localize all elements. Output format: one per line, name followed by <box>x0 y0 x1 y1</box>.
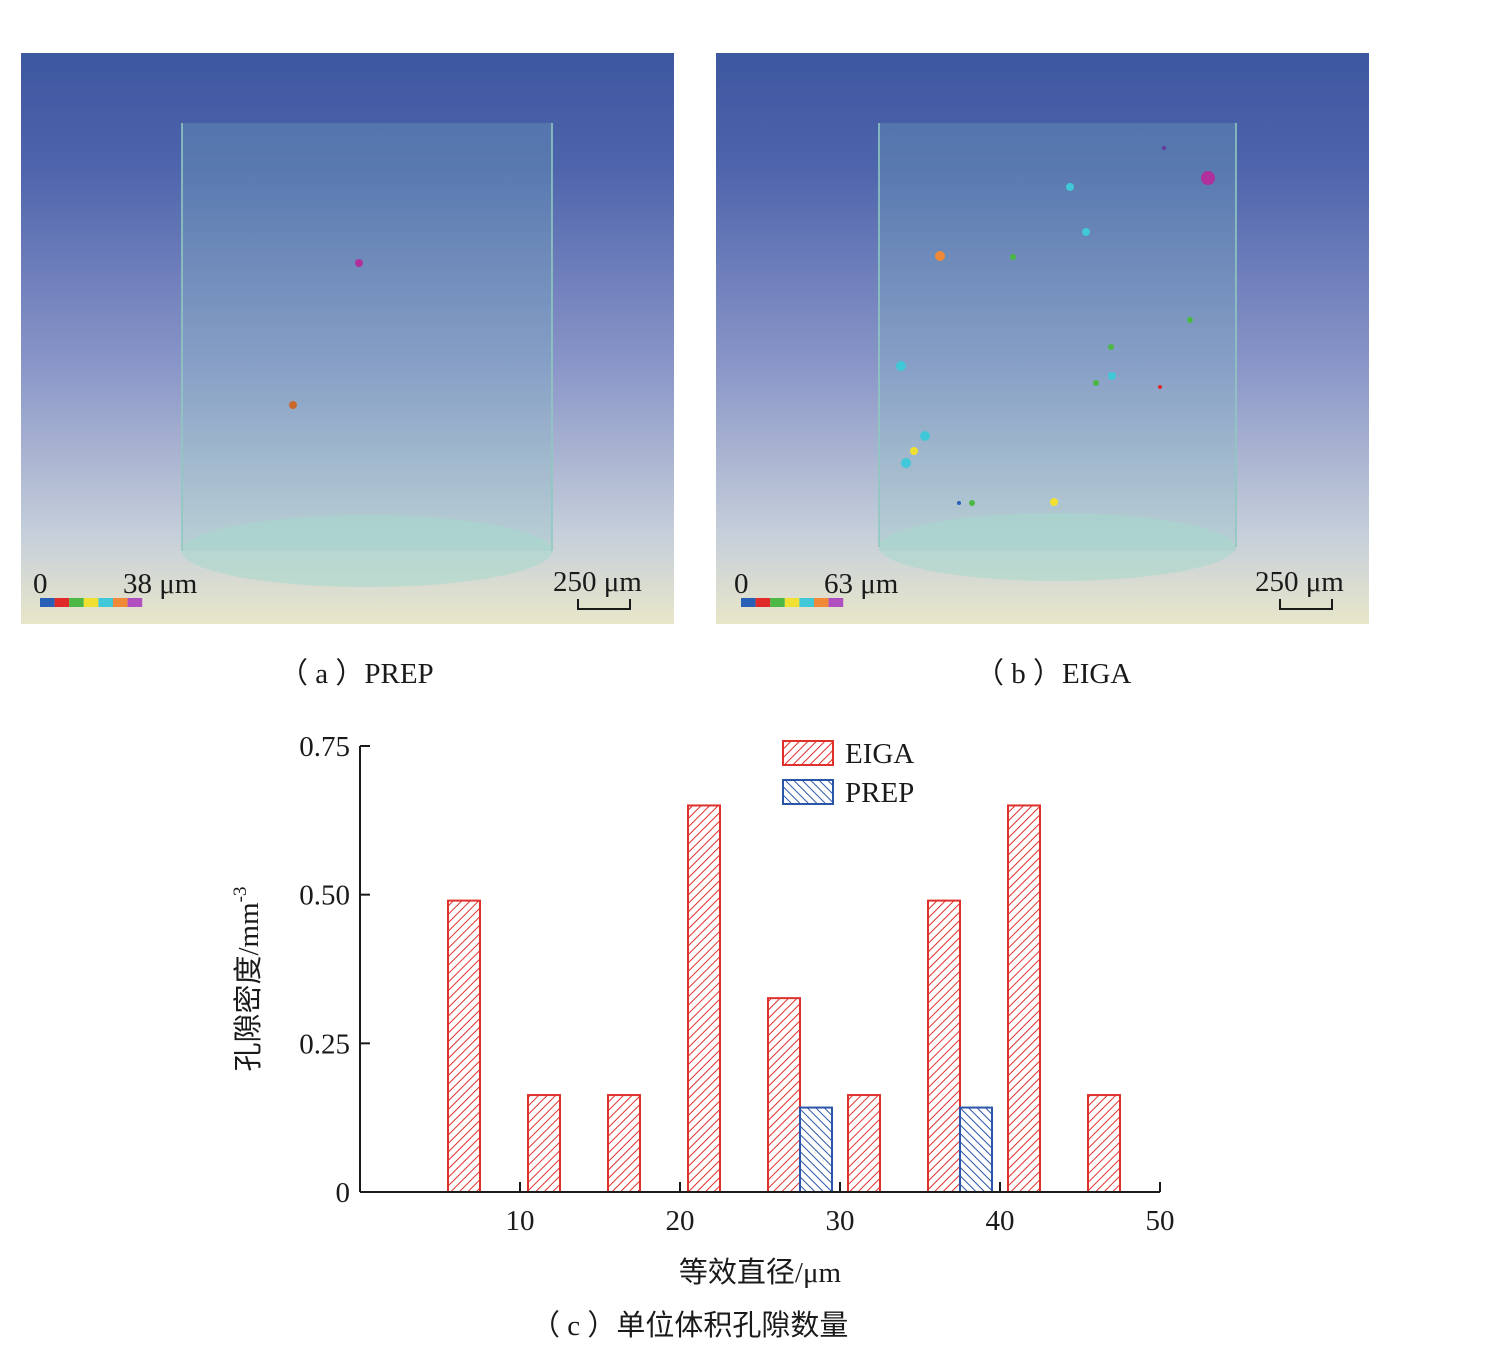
legend-swatch-eiga <box>782 740 834 766</box>
bar-prep <box>799 1106 833 1194</box>
x-axis-label: 等效直径/μm <box>679 1256 842 1289</box>
colorbar-swatch <box>799 598 814 607</box>
y-tick-label: 0.50 <box>299 880 350 912</box>
scale-max-label: 38 μm <box>123 568 198 600</box>
colorbar-swatch <box>113 598 128 607</box>
scale-min-label: 0 <box>33 568 48 600</box>
x-tick-label: 50 <box>1146 1205 1175 1237</box>
colorbar-swatch <box>98 598 113 607</box>
colorbar-swatch <box>54 598 70 607</box>
pore-density-chart: 0 0.25 0.50 0.75 10 20 30 40 50 EIGA PREP 等效直径/μm… <box>230 731 1175 1289</box>
eiga-ct-render: 0 63 μm 250 μm <box>716 53 1369 624</box>
prep-ct-render: 0 38 μm 250 μm <box>21 53 674 624</box>
scalebar-label: 250 μm <box>1255 566 1344 598</box>
bar-eiga <box>607 1094 641 1193</box>
sample-cylinder <box>181 123 553 587</box>
bar-eiga <box>1007 804 1041 1193</box>
sample-cylinder <box>878 123 1237 581</box>
colorbar-swatch <box>127 598 143 607</box>
legend-label-eiga: EIGA <box>845 738 914 770</box>
axes: 0 0.25 0.50 0.75 10 20 30 40 50 <box>299 731 1174 1237</box>
y-tick-label: 0.25 <box>299 1028 350 1060</box>
colorbar <box>40 598 143 607</box>
pore-markers <box>289 259 363 409</box>
colorbar-swatch <box>828 598 844 607</box>
colorbar-swatch <box>755 598 771 607</box>
y-axis-label: 孔隙密度/mm-3 <box>230 887 265 1072</box>
y-axis-label-text: 孔隙密度/mm <box>232 902 265 1072</box>
caption-eiga: （ b ）EIGA <box>975 658 1132 690</box>
colorbar-swatch <box>83 598 99 607</box>
x-tick-label: 30 <box>826 1205 855 1237</box>
bar-eiga <box>1087 1094 1121 1193</box>
scalebar <box>1279 599 1333 610</box>
y-axis-label-superscript: -3 <box>230 887 251 903</box>
x-tick-label: 20 <box>666 1205 695 1237</box>
legend-label-prep: PREP <box>845 777 914 809</box>
y-tick-label: 0 <box>336 1177 351 1209</box>
scale-max-label: 63 μm <box>824 568 899 600</box>
bar-eiga <box>847 1094 881 1193</box>
bars <box>447 804 1121 1194</box>
panel-prep: 0 38 μm 250 μm <box>21 53 674 624</box>
panel-eiga: 0 63 μm 250 μm <box>716 53 1369 624</box>
caption-prep: （ a ）PREP <box>279 658 434 690</box>
bar-prep <box>959 1106 993 1194</box>
colorbar-swatch <box>69 598 84 607</box>
colorbar-swatch <box>741 598 756 607</box>
colorbar-swatch <box>770 598 785 607</box>
bar-eiga <box>767 997 801 1193</box>
bar-eiga <box>447 899 481 1193</box>
x-tick-label: 10 <box>506 1205 535 1237</box>
bar-eiga <box>527 1094 561 1193</box>
colorbar-swatch <box>784 598 800 607</box>
colorbar <box>741 598 844 607</box>
colorbar-swatch <box>40 598 55 607</box>
bar-eiga <box>687 804 721 1193</box>
scale-min-label: 0 <box>734 568 749 600</box>
bar-eiga <box>927 899 961 1193</box>
colorbar-swatch <box>814 598 829 607</box>
legend: EIGA PREP <box>782 738 914 809</box>
caption-pore-count: （ c ）单位体积孔隙数量 <box>531 1310 849 1342</box>
pore-markers <box>896 146 1215 506</box>
x-tick-label: 40 <box>986 1205 1015 1237</box>
legend-swatch-prep <box>782 779 834 805</box>
scalebar-label: 250 μm <box>553 566 642 598</box>
y-tick-label: 0.75 <box>299 731 350 763</box>
scalebar <box>577 599 631 610</box>
